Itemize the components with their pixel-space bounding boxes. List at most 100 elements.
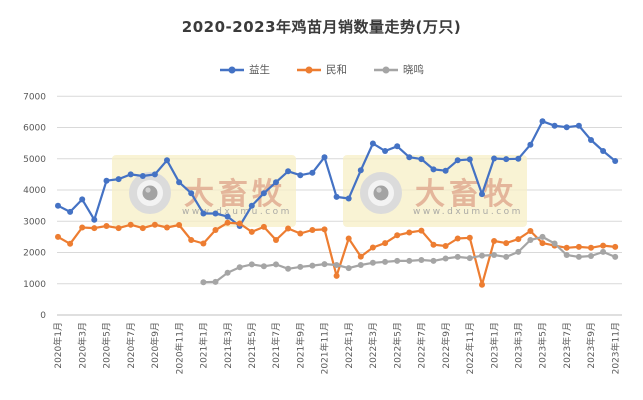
data-point <box>67 240 74 247</box>
data-point <box>285 225 292 232</box>
data-point <box>539 233 546 240</box>
chart-legend: 益生 民和 晓鸣 <box>0 62 643 77</box>
data-point <box>176 179 183 186</box>
watermark-url: www.dxumu.com <box>182 207 292 217</box>
data-point <box>309 227 316 233</box>
data-point <box>600 242 607 249</box>
data-point <box>297 230 304 237</box>
data-point <box>164 157 170 164</box>
data-point <box>309 169 316 176</box>
watermark-url: www.dxumu.com <box>413 207 523 217</box>
x-tick-label: 2023年1月 <box>488 322 500 369</box>
data-point <box>224 213 231 220</box>
data-point <box>103 223 110 229</box>
data-point <box>139 225 146 232</box>
data-point <box>418 156 425 163</box>
data-point <box>612 243 619 250</box>
data-point <box>563 124 570 131</box>
x-tick-label: 2020年1月 <box>52 322 64 369</box>
data-point <box>151 171 158 178</box>
data-point <box>91 216 98 223</box>
data-point <box>369 140 376 147</box>
data-point <box>333 262 340 268</box>
data-point <box>248 261 255 268</box>
data-point <box>200 210 207 217</box>
data-point <box>539 118 546 125</box>
data-point <box>612 253 619 260</box>
data-point <box>454 157 461 164</box>
data-point <box>103 177 110 184</box>
series-益生 <box>55 118 619 229</box>
y-tick-label: 7000 <box>23 93 46 103</box>
data-point <box>297 172 304 179</box>
x-tick-label: 2023年11月 <box>609 322 621 374</box>
data-point <box>551 122 558 129</box>
data-point <box>321 261 328 268</box>
x-tick-label: 2023年7月 <box>561 322 573 369</box>
line-marker-icon <box>220 66 244 73</box>
data-point <box>297 263 304 270</box>
x-tick-label: 2021年11月 <box>319 322 331 374</box>
data-point <box>333 272 340 279</box>
data-point <box>176 222 183 228</box>
data-point <box>418 257 425 263</box>
y-tick-label: 1000 <box>23 280 46 290</box>
legend-item-yisheng: 益生 <box>219 62 270 77</box>
data-point <box>369 259 376 266</box>
data-point <box>357 253 364 260</box>
data-point <box>575 253 582 260</box>
data-point <box>212 278 219 285</box>
x-tick-label: 2022年3月 <box>367 322 379 369</box>
line-marker-icon <box>374 66 398 73</box>
data-point <box>527 237 534 243</box>
y-tick-label: 2000 <box>23 249 46 259</box>
data-point <box>382 258 389 265</box>
data-point <box>491 252 498 258</box>
data-point <box>273 179 279 186</box>
data-point <box>224 219 231 226</box>
data-point <box>79 224 86 231</box>
data-point <box>575 243 582 250</box>
data-point <box>612 158 619 164</box>
data-point <box>588 137 594 143</box>
data-point <box>321 226 328 233</box>
data-point <box>418 227 425 234</box>
data-point <box>91 225 98 232</box>
data-point <box>260 223 267 230</box>
data-point <box>236 220 243 227</box>
data-point <box>551 240 558 247</box>
data-point <box>406 154 413 161</box>
x-tick-label: 2020年7月 <box>125 322 137 369</box>
x-tick-label: 2021年9月 <box>294 322 306 369</box>
data-point <box>285 265 292 272</box>
data-point <box>309 262 316 269</box>
data-point <box>139 173 146 179</box>
y-tick-label: 3000 <box>23 217 46 227</box>
data-point <box>164 224 170 231</box>
y-axis-labels: 0 1000 2000 3000 4000 5000 6000 7000 <box>23 93 46 322</box>
data-point <box>212 227 219 233</box>
data-point <box>127 171 134 178</box>
data-point <box>200 279 207 286</box>
data-point <box>454 253 461 260</box>
x-tick-label: 2022年1月 <box>343 322 355 369</box>
data-point <box>79 196 86 203</box>
data-point <box>442 167 449 174</box>
data-point <box>454 235 461 242</box>
data-point <box>430 166 437 173</box>
data-point <box>151 221 158 228</box>
data-point <box>55 202 61 209</box>
data-point <box>466 234 473 241</box>
data-point <box>236 264 243 271</box>
y-tick-label: 5000 <box>23 155 46 165</box>
data-point <box>479 191 485 198</box>
y-tick-label: 6000 <box>23 124 46 134</box>
data-point <box>563 244 570 251</box>
data-point <box>321 154 328 161</box>
data-point <box>115 176 122 183</box>
data-point <box>527 141 534 148</box>
data-point <box>67 208 74 215</box>
data-point <box>539 240 546 247</box>
data-point <box>333 193 340 200</box>
watermark-brand: 大畜牧 <box>415 177 517 212</box>
